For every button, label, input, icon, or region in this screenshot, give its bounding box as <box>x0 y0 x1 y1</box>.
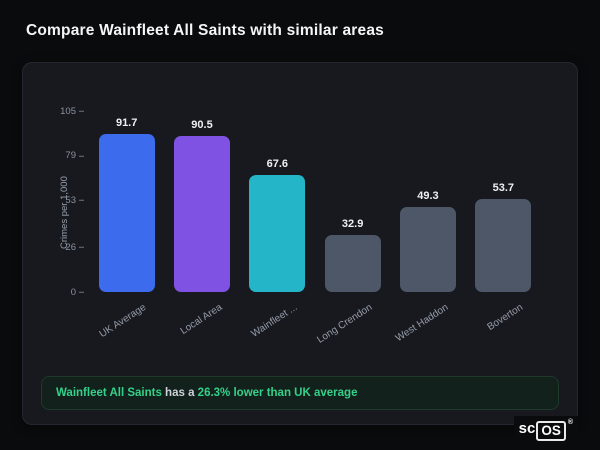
logo-prefix: sc <box>518 420 536 437</box>
tick-mark <box>79 291 84 293</box>
insight-banner: Wainfleet All Saints has a 26.3% lower t… <box>41 376 559 410</box>
bars-container: 91.7 UK Average 90.5 Local Area 67.6 Wainflee… <box>89 111 541 346</box>
bar-value-label: 67.6 <box>266 158 289 171</box>
bar-value-label: 90.5 <box>191 119 213 131</box>
chart-card: Crimes per 1,000 91.7 UK Average 90.5 Local… <box>22 62 578 425</box>
bar-value-label: 49.3 <box>417 190 439 203</box>
logo-boxed: OS <box>536 421 566 441</box>
bar[interactable]: 67.6 <box>249 158 306 292</box>
bar[interactable]: 32.9 <box>324 218 381 292</box>
x-axis-label: Boverton <box>485 302 526 334</box>
bar-slot: 49.3 West Haddon <box>390 111 465 344</box>
registered-mark-icon: ® <box>567 419 573 426</box>
bar[interactable]: 90.5 <box>173 119 230 292</box>
tick-mark <box>79 246 84 248</box>
y-axis-tick: 79 <box>65 151 89 161</box>
x-axis-label: Long Crendon <box>315 302 375 346</box>
insight-area-name: Wainfleet All Saints <box>56 387 162 399</box>
page-title: Compare Wainfleet All Saints with simila… <box>26 22 384 39</box>
bar[interactable]: 49.3 <box>399 190 456 292</box>
x-axis-label: Local Area <box>178 302 224 337</box>
bar-slot: 32.9 Long Crendon <box>315 111 390 346</box>
y-axis-tick: 0 <box>71 287 89 297</box>
bar-value-label: 32.9 <box>341 218 364 231</box>
y-axis-tick: 26 <box>65 242 89 252</box>
x-axis-label: UK Average <box>98 302 149 341</box>
tick-mark <box>79 110 84 112</box>
bar-slot: 67.6 Wainfleet ... <box>240 111 315 340</box>
x-axis-label: Wainfleet ... <box>249 302 300 340</box>
tick-mark <box>79 200 84 202</box>
bar[interactable]: 53.7 <box>475 182 532 292</box>
bar-slot: 90.5 Local Area <box>164 111 239 337</box>
bar-value-label: 53.7 <box>492 182 515 195</box>
x-axis-label: West Haddon <box>393 302 450 345</box>
bar-slot: 53.7 Boverton <box>466 111 541 333</box>
insight-highlight: 26.3% lower than UK average <box>197 387 358 399</box>
scos-logo: sc OS ® <box>513 416 578 444</box>
bar[interactable]: 91.7 <box>98 117 155 292</box>
y-axis-tick: 53 <box>65 196 89 206</box>
bar-value-label: 91.7 <box>115 116 138 129</box>
tick-mark <box>79 155 84 157</box>
insight-connector: has a <box>161 387 198 399</box>
plot-area: 91.7 UK Average 90.5 Local Area 67.6 Wainflee… <box>60 106 541 346</box>
y-axis-title: Crimes per 1,000 <box>59 176 70 249</box>
bar-slot: 91.7 UK Average <box>89 111 164 340</box>
y-axis-tick: 105 <box>60 106 89 116</box>
